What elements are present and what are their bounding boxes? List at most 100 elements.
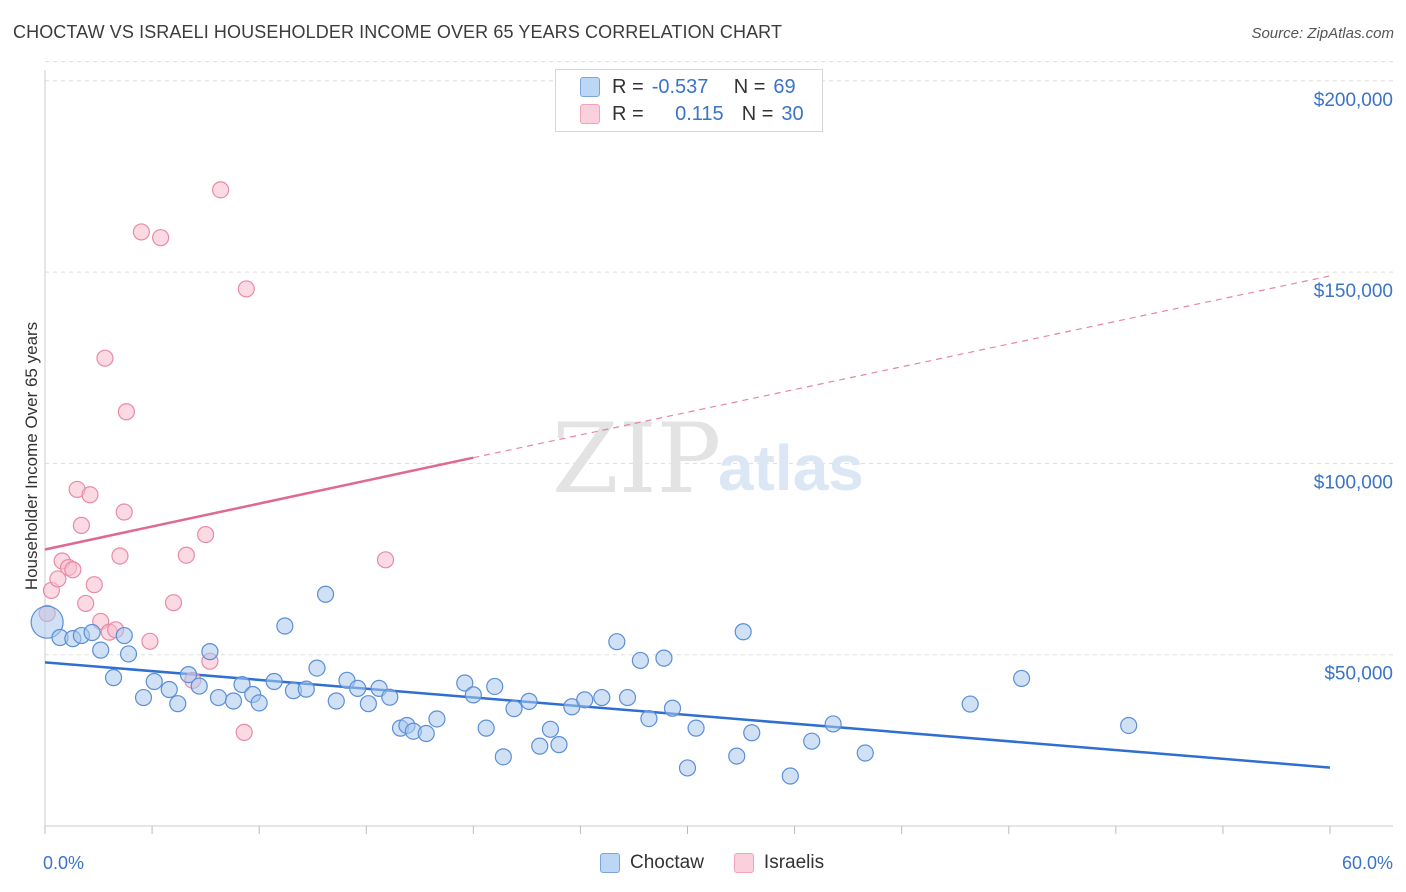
legend-n-value: 69: [773, 75, 796, 98]
choctaw-point: [160, 680, 178, 699]
israeli-point: [96, 349, 114, 367]
watermark-zip: ZIP: [552, 403, 721, 515]
choctaw-point: [640, 709, 658, 728]
choctaw-point: [531, 737, 549, 755]
choctaw-point: [608, 633, 626, 651]
israeli-point: [72, 516, 91, 534]
choctaw-point: [541, 720, 560, 738]
choctaw-point: [308, 659, 326, 677]
israeli-point: [164, 594, 183, 612]
choctaw-point: [1120, 716, 1138, 735]
choctaw-point: [381, 688, 399, 706]
choctaw-point: [464, 686, 482, 704]
x-axis-ticks: [44, 826, 1331, 834]
israeli-point: [85, 576, 103, 594]
watermark: ZIP atlas: [552, 403, 864, 515]
legend-row-choctaw: R = -0.537 N = 69: [580, 74, 796, 100]
choctaw-point: [428, 710, 446, 728]
choctaw-point: [297, 680, 315, 698]
israeli-trend-line: [44, 456, 474, 551]
israeli-point: [117, 403, 135, 421]
israeli-trend-line-extension: [473, 275, 1331, 459]
y-tick-label: $50,000: [1324, 664, 1393, 685]
legend-item-choctaw: Choctaw: [600, 852, 704, 874]
chart-title: CHOCTAW VS ISRAELI HOUSEHOLDER INCOME OV…: [13, 22, 783, 42]
choctaw-point: [316, 585, 335, 603]
israeli-point: [235, 723, 253, 741]
israeli-point: [177, 546, 195, 564]
choctaw-point: [276, 617, 294, 635]
israeli-point: [132, 223, 150, 241]
choctaw-point: [494, 748, 512, 766]
choctaw-point: [417, 724, 435, 743]
choctaw-point: [477, 719, 495, 737]
choctaw-point: [201, 643, 219, 661]
legend-r-label: R =: [612, 102, 644, 125]
choctaw-point: [486, 677, 504, 696]
y-tick-label: $200,000: [1314, 90, 1393, 111]
choctaw-point: [265, 672, 283, 691]
watermark-atlas: atlas: [718, 432, 864, 504]
choctaw-point: [728, 747, 746, 765]
choctaw-point: [856, 744, 874, 762]
choctaw-point: [631, 651, 649, 670]
israeli-point: [237, 280, 255, 298]
legend-swatch-choctaw: [580, 77, 600, 97]
israeli-point: [152, 229, 170, 247]
choctaw-point: [687, 719, 705, 737]
x-tick-label-min: 0.0%: [43, 853, 84, 873]
choctaw-point: [119, 645, 138, 663]
legend-swatch-israelis: [733, 853, 754, 873]
grid-lines: [45, 61, 1393, 656]
trend-lines: [44, 275, 1331, 769]
legend-row-israelis: R = 0.115 N = 30: [580, 101, 804, 127]
choctaw-point: [145, 672, 163, 691]
israeli-point: [376, 551, 395, 569]
legend-r-label: R =: [612, 75, 644, 98]
choctaw-point: [618, 688, 637, 707]
choctaw-point: [505, 700, 523, 718]
choctaw-points: [30, 585, 1138, 785]
choctaw-point: [781, 767, 799, 785]
choctaw-trend-line: [44, 661, 1331, 769]
choctaw-point: [224, 692, 243, 710]
israeli-point: [141, 632, 159, 650]
choctaw-point: [824, 715, 842, 733]
israeli-point: [197, 525, 215, 544]
israeli-point: [77, 594, 95, 613]
legend-r-value: -0.537: [651, 75, 709, 98]
legend-r-value: 0.115: [675, 102, 724, 125]
israeli-point: [49, 570, 67, 588]
correlation-legend: R = -0.537 N = 69 R = 0.115 N = 30: [555, 69, 823, 132]
choctaw-point: [1012, 669, 1031, 688]
choctaw-point: [550, 736, 568, 754]
legend-item-israelis: Israelis: [733, 852, 825, 874]
legend-n-value: 30: [781, 102, 804, 125]
choctaw-point: [678, 759, 697, 777]
series-legend: Choctaw Israelis: [600, 852, 854, 874]
choctaw-point: [456, 674, 474, 692]
choctaw-point: [190, 677, 208, 695]
y-axis-label: Householder Income Over 65 years: [22, 322, 41, 590]
choctaw-point: [92, 641, 110, 659]
choctaw-point: [349, 679, 367, 697]
choctaw-point: [803, 732, 821, 750]
legend-label-israelis: Israelis: [763, 852, 825, 873]
choctaw-point: [104, 669, 123, 687]
israeli-point: [111, 547, 129, 565]
choctaw-point: [134, 688, 153, 707]
choctaw-point: [520, 692, 538, 710]
choctaw-point: [233, 675, 251, 694]
choctaw-point: [250, 694, 268, 712]
israeli-point: [212, 181, 230, 199]
choctaw-point: [327, 692, 345, 710]
x-tick-label-max: 60.0%: [1342, 853, 1393, 873]
choctaw-point: [961, 695, 979, 713]
choctaw-point: [593, 688, 611, 707]
israeli-point: [115, 503, 133, 521]
israeli-point: [64, 561, 82, 579]
choctaw-point: [169, 695, 187, 713]
choctaw-point: [115, 626, 133, 645]
choctaw-point: [663, 699, 682, 717]
